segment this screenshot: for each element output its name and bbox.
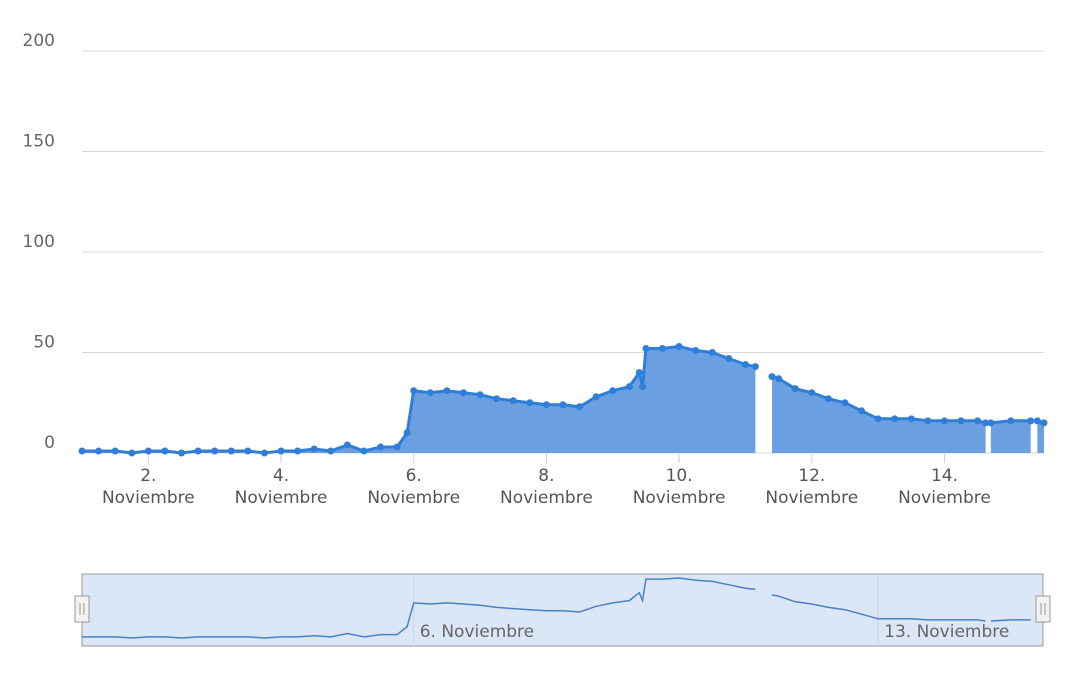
- point: [1007, 417, 1015, 425]
- point: [1027, 417, 1035, 425]
- point: [493, 395, 501, 403]
- point: [824, 395, 832, 403]
- point: [751, 363, 759, 371]
- point: [244, 447, 252, 455]
- y-tick-label: 100: [23, 232, 55, 252]
- point: [343, 441, 351, 449]
- point: [542, 401, 550, 409]
- point: [128, 449, 136, 457]
- point: [509, 397, 517, 405]
- point: [775, 375, 783, 383]
- x-tick-label: 6. Noviembre: [367, 466, 461, 508]
- point: [410, 387, 418, 395]
- point: [675, 342, 683, 350]
- point: [211, 447, 219, 455]
- navigator-line: [82, 577, 1045, 639]
- area: [82, 346, 1044, 453]
- point: [708, 349, 716, 356]
- point: [111, 447, 119, 455]
- navigator-mask: [81, 573, 1044, 647]
- point: [161, 447, 169, 455]
- point: [982, 419, 990, 427]
- point: [891, 415, 899, 423]
- x-tick-label: 4. Noviembre: [234, 466, 328, 508]
- point: [526, 399, 534, 407]
- point: [808, 389, 816, 397]
- y-tick-label: 200: [23, 31, 55, 51]
- point: [635, 369, 643, 377]
- point: [924, 417, 932, 425]
- point: [625, 383, 633, 391]
- point: [277, 447, 285, 455]
- x-tick-label: 8. Noviembre: [500, 466, 593, 508]
- point: [443, 387, 451, 395]
- point: [841, 399, 849, 407]
- point: [360, 447, 368, 455]
- point: [327, 447, 335, 455]
- navigator-handle[interactable]: [1035, 595, 1051, 623]
- point: [858, 407, 866, 415]
- point: [377, 443, 385, 451]
- y-tick-label: 150: [23, 132, 55, 152]
- point: [987, 419, 995, 427]
- point: [260, 449, 268, 457]
- navigator-tick-label: 6. Noviembre: [420, 622, 534, 642]
- point: [294, 447, 302, 455]
- x-tick-label: 10. Noviembre: [632, 466, 726, 508]
- point: [659, 344, 667, 352]
- point: [725, 355, 733, 363]
- point: [559, 401, 567, 409]
- point: [459, 389, 467, 397]
- point: [78, 447, 86, 455]
- point: [1033, 417, 1041, 425]
- point: [907, 415, 915, 423]
- point: [144, 447, 152, 455]
- point: [310, 445, 318, 453]
- point: [642, 344, 650, 352]
- point: [576, 403, 584, 411]
- point: [940, 417, 948, 425]
- point: [1040, 419, 1048, 427]
- point: [426, 389, 434, 397]
- point: [957, 417, 965, 425]
- point: [974, 417, 982, 425]
- navigator-tick-label: 13. Noviembre: [884, 622, 1009, 642]
- y-tick-label: 50: [33, 333, 55, 353]
- point: [592, 393, 600, 401]
- point: [476, 391, 484, 399]
- point: [194, 447, 202, 455]
- point: [639, 383, 647, 391]
- navigator-handle[interactable]: [74, 595, 90, 623]
- y-tick-label: 0: [44, 433, 55, 453]
- point: [95, 447, 103, 455]
- point: [393, 443, 401, 451]
- point: [768, 373, 776, 381]
- point: [403, 429, 411, 437]
- x-tick-label: 2. Noviembre: [101, 466, 195, 508]
- point: [178, 449, 186, 457]
- point: [874, 415, 882, 423]
- point: [227, 447, 235, 455]
- point: [692, 346, 700, 354]
- point: [609, 387, 617, 395]
- point: [741, 361, 749, 369]
- x-tick-label: 14. Noviembre: [898, 466, 991, 508]
- point: [791, 385, 799, 393]
- x-tick-label: 12. Noviembre: [765, 466, 859, 508]
